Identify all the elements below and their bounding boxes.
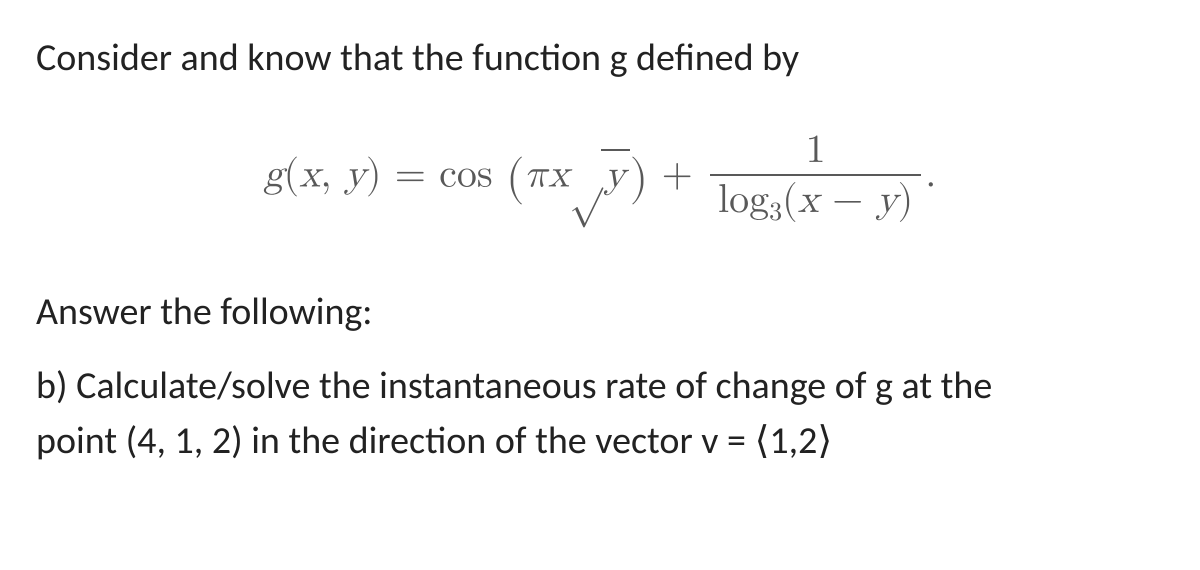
eq-minus: −: [819, 180, 877, 220]
eq-cos-close: ): [630, 155, 649, 203]
eq-lhs-x: x: [299, 155, 320, 195]
eq-lhs-y: y: [345, 155, 366, 195]
equation: g(x, y) = cos (πx√y) + 1log3(x − y).: [264, 128, 937, 228]
question-b: b) Calculate/solve the instantaneous rat…: [36, 359, 1164, 469]
eq-sqrt: √y: [569, 149, 629, 201]
question-vector: ⟨1,2⟩: [755, 418, 833, 464]
eq-log-base: 3: [769, 200, 782, 226]
question-line2-pre: point (4, 1, 2) in the direction of the …: [36, 418, 755, 464]
equation-container: g(x, y) = cos (πx√y) + 1log3(x − y).: [36, 128, 1164, 228]
question-line1: Calculate/solve the instantaneous rate o…: [76, 363, 992, 409]
intro-text: Consider and know that the function g de…: [36, 34, 1164, 83]
eq-frac-num: 1: [710, 128, 921, 174]
eq-lhs-comma: ,: [320, 155, 344, 195]
eq-lhs-open: (: [284, 155, 300, 195]
eq-period: .: [925, 155, 936, 195]
answer-prompt: Answer the following:: [36, 288, 1164, 337]
eq-log-label: log: [718, 180, 769, 220]
eq-cos-x: x: [548, 155, 569, 195]
eq-cos-label: cos: [439, 155, 506, 195]
eq-log-open: (: [782, 180, 798, 220]
eq-log-close: ): [898, 180, 914, 220]
eq-fraction: 1log3(x − y): [710, 128, 921, 228]
eq-log-y: y: [877, 180, 898, 220]
page-root: Consider and know that the function g de…: [0, 0, 1200, 570]
eq-lhs-close: ): [366, 155, 382, 195]
eq-sqrt-rad-box: y: [601, 149, 630, 199]
eq-frac-den: log3(x − y): [710, 174, 921, 228]
question-part-label: b): [36, 363, 76, 409]
eq-pi: π: [525, 155, 548, 195]
eq-log-x: x: [798, 180, 819, 220]
eq-equals: =: [381, 155, 439, 195]
eq-lhs-func: g: [264, 155, 284, 195]
eq-cos-open: (: [506, 155, 525, 203]
eq-sqrt-surd: √: [569, 157, 602, 197]
eq-plus: +: [648, 155, 706, 195]
eq-sqrt-radicand: y: [605, 155, 626, 195]
